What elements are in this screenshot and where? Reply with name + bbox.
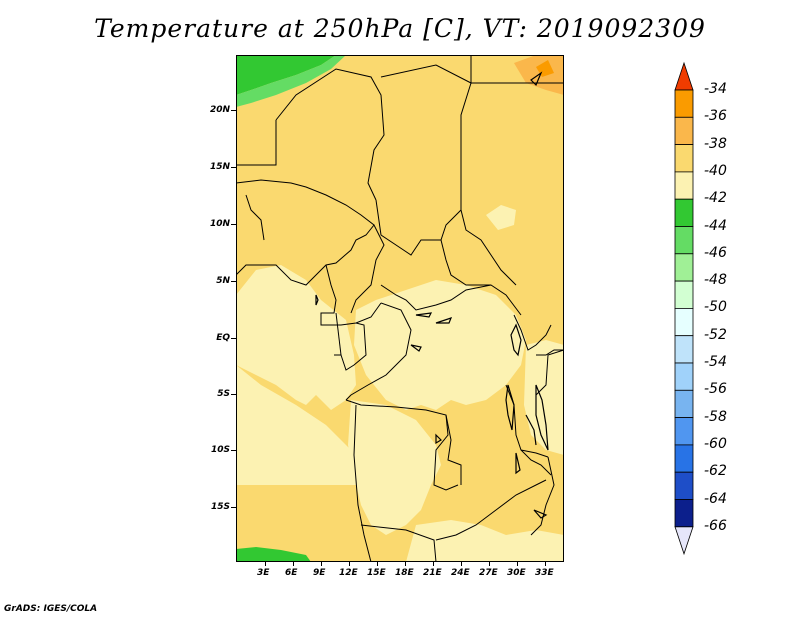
- colorbar-bottom-arrow: [674, 526, 694, 556]
- lon-label: 12E: [339, 568, 358, 578]
- lon-label: 6E: [285, 568, 298, 578]
- lon-label: 30E: [507, 568, 526, 578]
- colorbar-label: -46: [704, 244, 727, 261]
- lon-tick: [293, 562, 294, 566]
- contour-region-green-southwest: [236, 547, 311, 562]
- colorbar-swatch: [674, 471, 694, 500]
- lat-tick: [231, 507, 236, 508]
- colorbar-swatch: [674, 362, 694, 391]
- colorbar-swatch: [674, 444, 694, 473]
- colorbar-label: -38: [704, 135, 727, 152]
- chart-title: Temperature at 250hPa [C], VT: 201909230…: [94, 14, 706, 43]
- colorbar-label: -66: [704, 517, 727, 534]
- colorbar-swatch: [674, 389, 694, 418]
- contour-region-light-east: [524, 340, 564, 455]
- country-borders: [236, 55, 564, 562]
- contour-region-light-far-south: [406, 520, 564, 562]
- colorbar-label: -34: [704, 81, 727, 97]
- lon-tick: [461, 562, 462, 566]
- lat-tick: [231, 338, 236, 339]
- colorbar-swatch: [674, 226, 694, 255]
- colorbar-label: -62: [704, 463, 727, 480]
- lon-label: 15E: [367, 568, 386, 578]
- lat-tick: [231, 224, 236, 225]
- colorbar-label: -64: [704, 490, 727, 507]
- colorbar-label: -48: [704, 272, 727, 289]
- colorbar-label: -60: [704, 435, 727, 452]
- colorbar-label: -50: [704, 299, 727, 316]
- footer-credit: GrADS: IGES/COLA: [4, 604, 98, 614]
- lat-label: 15S: [210, 502, 230, 512]
- colorbar-swatch: [674, 89, 694, 118]
- lat-label: 5S: [217, 389, 230, 399]
- colorbar-swatch: [674, 417, 694, 446]
- lon-tick: [377, 562, 378, 566]
- lon-label: 24E: [451, 568, 470, 578]
- lat-tick: [231, 450, 236, 451]
- contour-region-light-south: [348, 400, 441, 535]
- lat-label: 5N: [216, 276, 230, 286]
- colorbar-label: -44: [704, 217, 727, 234]
- colorbar-swatch: [674, 335, 694, 364]
- contour-region-light-ocean: [236, 265, 356, 410]
- colorbar-label: -54: [704, 354, 727, 370]
- colorbar-swatch: [674, 144, 694, 173]
- lon-label: 21E: [423, 568, 442, 578]
- lon-label: 3E: [257, 568, 270, 578]
- colorbar-label: -56: [704, 381, 727, 398]
- lat-label: 20N: [209, 105, 230, 115]
- lon-label: 18E: [395, 568, 414, 578]
- colorbar-label: -40: [704, 162, 727, 179]
- colorbar-top-arrow: [674, 61, 694, 91]
- contour-region-green-northwest: [236, 55, 336, 95]
- lon-tick: [405, 562, 406, 566]
- lat-label: 10S: [210, 445, 230, 455]
- temperature-map: [236, 55, 564, 562]
- contour-region-light-central: [354, 280, 526, 410]
- colorbar-swatch: [674, 280, 694, 309]
- lakes: [315, 71, 549, 519]
- colorbar-swatch: [674, 253, 694, 282]
- lat-label: 15N: [209, 162, 230, 172]
- lon-label: 27E: [479, 568, 498, 578]
- contour-region-light-northeast: [486, 205, 516, 230]
- lon-label: 33E: [535, 568, 554, 578]
- lon-tick: [321, 562, 322, 566]
- colorbar-label: -52: [704, 326, 727, 343]
- lon-tick: [265, 562, 266, 566]
- contour-region-light-south-ocean: [236, 365, 356, 485]
- colorbar: [674, 61, 694, 556]
- lat-tick: [231, 394, 236, 395]
- contour-region-lightgreen-northwest: [236, 55, 346, 107]
- lat-label: EQ: [216, 333, 230, 343]
- lat-tick: [231, 110, 236, 111]
- lon-label: 9E: [313, 568, 326, 578]
- lat-label: 10N: [209, 219, 230, 229]
- colorbar-label: -36: [704, 108, 727, 125]
- lon-tick: [349, 562, 350, 566]
- colorbar-swatch: [674, 116, 694, 145]
- colorbar-swatch: [674, 171, 694, 200]
- lon-tick: [433, 562, 434, 566]
- lat-tick: [231, 167, 236, 168]
- colorbar-label: -42: [704, 190, 727, 207]
- colorbar-swatch: [674, 499, 694, 528]
- colorbar-swatch: [674, 307, 694, 337]
- colorbar-swatch: [674, 198, 694, 227]
- lon-tick: [489, 562, 490, 566]
- colorbar-label: -58: [704, 408, 727, 425]
- lon-tick: [545, 562, 546, 566]
- lat-tick: [231, 281, 236, 282]
- lon-tick: [517, 562, 518, 566]
